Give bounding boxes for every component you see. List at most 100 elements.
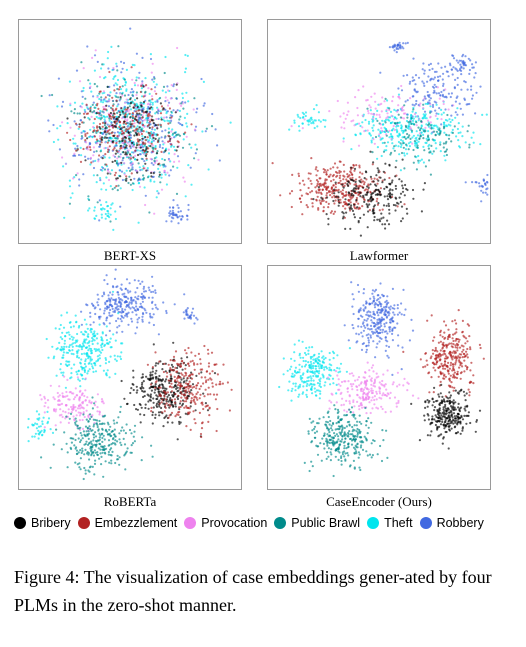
scatter-point <box>108 311 111 314</box>
scatter-point <box>98 199 101 202</box>
scatter-point <box>35 410 38 413</box>
scatter-point <box>383 126 386 129</box>
scatter-point <box>214 398 217 401</box>
scatter-point <box>117 88 121 91</box>
scatter-point <box>372 138 375 141</box>
scatter-point <box>352 213 356 216</box>
scatter-point <box>407 136 410 139</box>
scatter-point <box>83 108 86 112</box>
scatter-point <box>445 153 448 157</box>
scatter-point <box>74 147 77 150</box>
scatter-point <box>154 303 157 306</box>
scatter-point <box>142 167 145 170</box>
scatter-point <box>87 355 90 358</box>
scatter-point <box>134 296 137 299</box>
scatter-point <box>148 107 151 110</box>
scatter-point <box>386 295 389 298</box>
scatter-point <box>59 408 62 411</box>
scatter-point <box>73 363 76 366</box>
scatter-point <box>192 314 196 317</box>
scatter-point <box>388 328 391 331</box>
scatter-point <box>89 413 92 416</box>
scatter-point <box>439 94 442 97</box>
scatter-point <box>137 182 140 185</box>
scatter-point <box>125 423 128 426</box>
scatter-point <box>311 205 314 208</box>
scatter-point <box>188 380 191 383</box>
scatter-point <box>81 333 84 336</box>
scatter-point <box>167 400 170 403</box>
scatter-point <box>390 137 393 140</box>
scatter-point <box>149 157 152 160</box>
scatter-point <box>99 127 102 130</box>
scatter-point <box>442 89 445 92</box>
scatter-point <box>351 209 355 212</box>
scatter-point <box>379 176 382 179</box>
scatter-point <box>327 217 330 220</box>
scatter-point <box>173 160 176 163</box>
scatter-point <box>171 394 174 397</box>
scatter-point <box>85 338 88 341</box>
scatter-point <box>439 150 442 153</box>
scatter-point <box>141 312 145 315</box>
scatter-point <box>127 110 130 113</box>
scatter-point <box>371 321 374 324</box>
scatter-point <box>454 100 457 103</box>
scatter-point <box>118 85 122 89</box>
scatter-point <box>315 166 318 169</box>
scatter-point <box>106 430 109 433</box>
scatter-point <box>145 157 148 160</box>
scatter-point <box>133 440 136 443</box>
scatter-point <box>470 136 473 139</box>
scatter-point <box>411 115 414 118</box>
scatter-point <box>324 179 327 182</box>
scatter-point <box>400 107 403 110</box>
scatter-point <box>150 88 153 91</box>
scatter-point <box>128 134 131 137</box>
scatter-point <box>148 321 151 324</box>
scatter-point <box>165 378 168 381</box>
scatter-point <box>154 161 157 165</box>
scatter-point <box>80 352 83 356</box>
scatter-point <box>149 136 152 140</box>
scatter-point <box>165 116 168 119</box>
scatter-point <box>450 140 453 143</box>
scatter-point <box>401 187 405 190</box>
scatter-point <box>74 314 77 317</box>
scatter-point <box>136 144 139 147</box>
scatter-point <box>160 116 163 119</box>
scatter-point <box>325 188 328 191</box>
scatter-point <box>45 337 48 341</box>
scatter-point <box>301 213 304 216</box>
scatter-point <box>360 348 364 351</box>
scatter-point <box>177 413 180 416</box>
scatter-point <box>146 121 149 124</box>
scatter-point <box>102 475 105 478</box>
scatter-point <box>316 195 319 198</box>
scatter-point <box>142 287 145 290</box>
scatter-point <box>312 108 316 111</box>
scatter-point <box>350 171 353 174</box>
scatter-point <box>129 146 132 150</box>
scatter-point <box>431 138 434 141</box>
scatter-point <box>150 406 153 409</box>
scatter-point <box>185 400 188 403</box>
scatter-point <box>311 346 314 349</box>
scatter-point <box>367 112 370 115</box>
scatter-point <box>154 372 157 375</box>
scatter-point <box>172 165 175 168</box>
scatter-point <box>171 209 174 212</box>
scatter-point <box>341 211 344 214</box>
scatter-point <box>34 422 37 425</box>
scatter-point <box>149 371 152 374</box>
scatter-point <box>184 195 187 198</box>
scatter-point <box>124 295 127 298</box>
scatter-point <box>166 104 170 107</box>
scatter-point <box>278 385 281 389</box>
scatter-point <box>378 340 381 343</box>
scatter-point <box>72 142 75 145</box>
scatter-point <box>105 300 108 303</box>
scatter-point <box>141 315 144 318</box>
plot-bert <box>18 19 242 244</box>
scatter-point <box>164 91 167 94</box>
